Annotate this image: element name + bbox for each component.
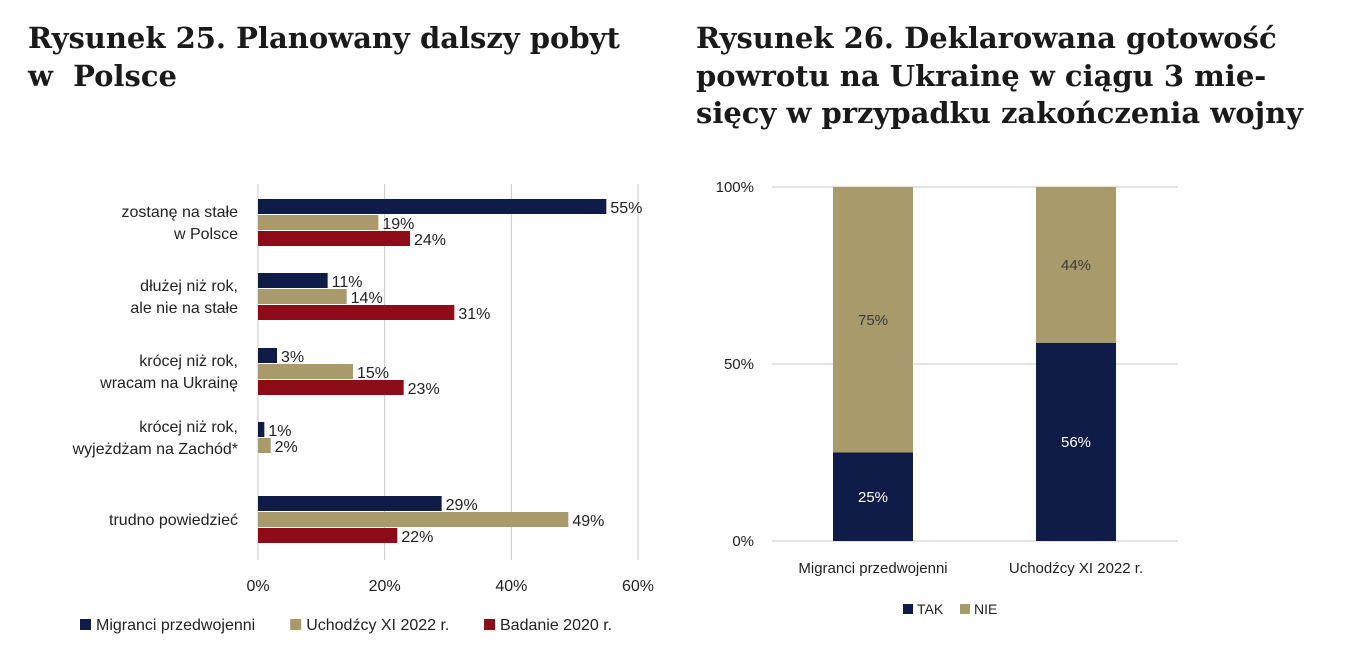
bar: [258, 305, 455, 320]
data-label: 3%: [281, 349, 304, 366]
segment-label: 56%: [1061, 434, 1091, 451]
category-label: wyjeżdżam na Zachód*: [72, 441, 238, 458]
data-label: 14%: [351, 290, 383, 307]
bar: [258, 364, 353, 379]
x-tick-label: 20%: [369, 578, 401, 595]
legend-swatch: [960, 604, 970, 614]
bar: [258, 496, 442, 511]
y-tick-label: 50%: [724, 356, 754, 373]
figure-26-title: Rysunek 26. Deklarowana gotowość powrotu…: [696, 20, 1336, 133]
bar: [258, 199, 607, 214]
stacked-bar-segment: [1036, 187, 1116, 343]
bar: [258, 215, 379, 230]
category-label: krócej niż rok,: [139, 419, 238, 436]
bar: [258, 273, 328, 288]
legend-swatch: [290, 619, 302, 630]
segment-label: 44%: [1061, 257, 1091, 274]
figure-26-title-line: sięcy w przypadku zakończenia wojny: [696, 96, 1304, 131]
figure-26-title-line: powrotu na Ukrainę w ciągu 3 mie-: [696, 58, 1267, 93]
category-label: dłużej niż rok,: [140, 278, 238, 295]
y-tick-label: 0%: [732, 533, 754, 550]
bar: [258, 289, 347, 304]
legend-label: NIE: [974, 601, 997, 617]
category-label: Migranci przedwojenni: [798, 560, 947, 577]
category-label: trudno powiedzieć: [109, 512, 238, 529]
figure-25-title-line: w Polsce: [28, 58, 177, 93]
stacked-bar-segment: [1036, 342, 1116, 541]
x-tick-label: 60%: [622, 578, 654, 595]
legend-label: Migranci przedwojenni: [96, 617, 255, 634]
category-label: w Polsce: [173, 226, 238, 243]
category-label: zostanę na stałe: [121, 204, 238, 221]
bar: [258, 438, 271, 453]
data-label: 23%: [408, 381, 440, 398]
legend-label: Badanie 2020 r.: [500, 617, 612, 634]
category-label: Uchodźcy XI 2022 r.: [1009, 560, 1143, 577]
legend-label: TAK: [917, 601, 944, 617]
category-label: krócej niż rok,: [139, 353, 238, 370]
legend-swatch: [484, 619, 495, 630]
bar: [258, 380, 404, 395]
bar: [258, 512, 569, 527]
data-label: 15%: [357, 365, 389, 382]
legend-label: Uchodźcy XI 2022 r.: [306, 617, 449, 634]
data-label: 31%: [458, 306, 490, 323]
y-tick-label: 100%: [716, 179, 754, 196]
data-label: 22%: [401, 529, 433, 546]
data-label: 24%: [414, 232, 446, 249]
figure-26-title-line: Rysunek 26. Deklarowana gotowość: [696, 21, 1277, 55]
data-label: 49%: [572, 513, 604, 530]
x-tick-label: 0%: [246, 578, 269, 595]
segment-label: 75%: [858, 312, 888, 329]
legend-swatch: [80, 619, 91, 630]
bar: [258, 422, 265, 437]
data-label: 29%: [446, 497, 478, 514]
stacked-bar-segment: [833, 452, 913, 541]
data-label: 1%: [268, 423, 291, 440]
figure-25-title: Rysunek 25. Planowany dalszy pobyt w Pol…: [28, 20, 628, 95]
data-label: 11%: [332, 274, 363, 291]
x-tick-label: 40%: [495, 578, 527, 595]
figure-25-title-line: Rysunek 25. Planowany dalszy pobyt: [28, 21, 620, 55]
category-label: wracam na Ukrainę: [99, 375, 238, 392]
data-label: 55%: [610, 200, 642, 217]
data-label: 19%: [382, 216, 414, 233]
bar: [258, 231, 410, 246]
category-label: ale nie na stałe: [130, 300, 238, 317]
legend-swatch: [903, 604, 913, 614]
bar: [258, 348, 277, 363]
stacked-bar-segment: [833, 187, 913, 453]
bar: [258, 528, 398, 543]
data-label: 2%: [275, 439, 298, 456]
segment-label: 25%: [858, 489, 888, 506]
